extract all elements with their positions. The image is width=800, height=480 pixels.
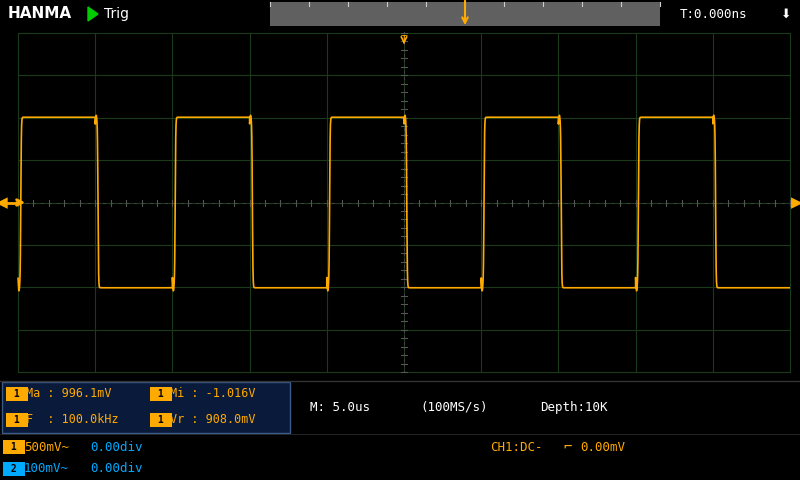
Text: CH1:DC-: CH1:DC- [490, 441, 542, 454]
Text: 2: 2 [5, 464, 22, 474]
Text: T: T [401, 35, 407, 45]
Text: M: 5.0us: M: 5.0us [310, 401, 370, 414]
Text: Depth:10K: Depth:10K [540, 401, 607, 414]
Text: (100MS/s): (100MS/s) [420, 401, 487, 414]
Text: T:0.000ns: T:0.000ns [680, 8, 747, 21]
Polygon shape [88, 7, 98, 21]
Text: F  : 100.0kHz: F : 100.0kHz [26, 413, 118, 426]
Text: Trig: Trig [104, 7, 129, 21]
Bar [2, 382, 290, 433]
Text: Vr : 908.0mV: Vr : 908.0mV [170, 413, 255, 426]
Text: ⬇: ⬇ [781, 8, 791, 21]
Text: 0.00div: 0.00div [90, 462, 142, 475]
Text: 0.00mV: 0.00mV [580, 441, 625, 454]
Text: 1: 1 [8, 389, 26, 399]
Text: HANMA: HANMA [8, 7, 72, 22]
Text: Ma : 996.1mV: Ma : 996.1mV [26, 387, 111, 400]
Text: ◀: ◀ [0, 195, 8, 210]
Text: 1: 1 [152, 415, 170, 425]
Text: 1: 1 [152, 389, 170, 399]
Text: 1: 1 [8, 415, 26, 425]
Bar [270, 2, 660, 26]
Text: ▶: ▶ [791, 195, 800, 210]
Text: ⌐: ⌐ [563, 440, 571, 454]
Text: Mi : -1.016V: Mi : -1.016V [170, 387, 255, 400]
Text: 0.00div: 0.00div [90, 441, 142, 454]
Text: 500mV~: 500mV~ [24, 441, 69, 454]
Text: 100mV~: 100mV~ [24, 462, 69, 475]
Text: 1: 1 [5, 442, 22, 452]
